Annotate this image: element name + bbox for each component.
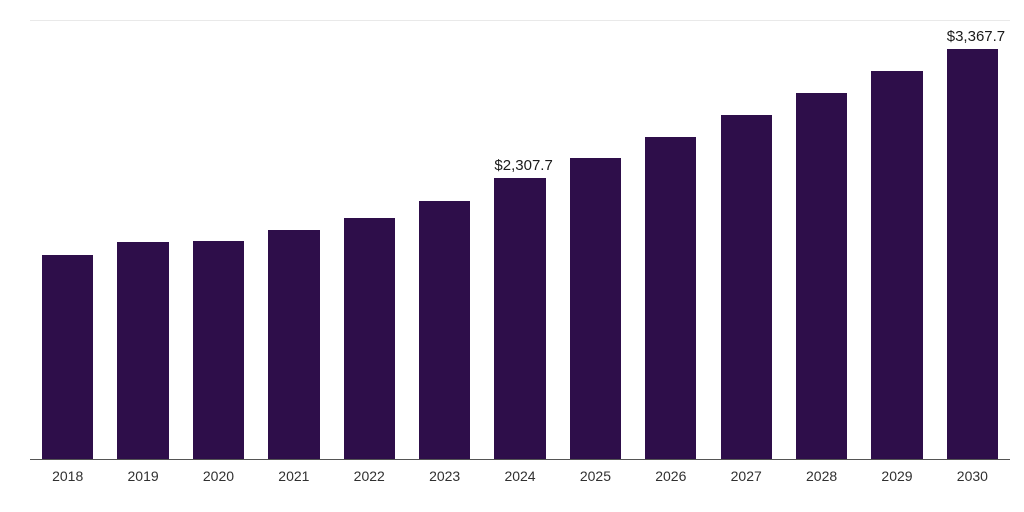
x-tick: 2019 <box>105 462 180 484</box>
plot-area: $2,307.7 $3,367.7 <box>30 20 1010 460</box>
bar: $3,367.7 <box>947 49 998 459</box>
bar-value-label: $3,367.7 <box>947 28 1005 49</box>
bar-slot <box>709 21 784 459</box>
bar-slot <box>256 21 331 459</box>
bar <box>721 115 772 459</box>
bar-slot: $2,307.7 <box>482 21 557 459</box>
bar-slot <box>332 21 407 459</box>
bar-slot <box>30 21 105 459</box>
bar <box>268 230 319 459</box>
bar <box>344 218 395 459</box>
bar <box>117 242 168 459</box>
x-axis: 2018201920202021202220232024202520262027… <box>30 462 1010 484</box>
bar <box>796 93 847 459</box>
x-tick: 2025 <box>558 462 633 484</box>
x-tick: 2020 <box>181 462 256 484</box>
bar-slot: $3,367.7 <box>935 21 1010 459</box>
bar-slot <box>407 21 482 459</box>
bar-slot <box>181 21 256 459</box>
bar <box>871 71 922 459</box>
bar <box>645 137 696 459</box>
x-tick: 2028 <box>784 462 859 484</box>
bar-slot <box>633 21 708 459</box>
bar-value-label: $2,307.7 <box>494 157 552 178</box>
x-tick: 2018 <box>30 462 105 484</box>
bar-slot <box>859 21 934 459</box>
x-tick: 2030 <box>935 462 1010 484</box>
x-tick: 2022 <box>332 462 407 484</box>
x-tick: 2027 <box>709 462 784 484</box>
bar <box>570 158 621 459</box>
bar: $2,307.7 <box>494 178 545 459</box>
bar-chart: $2,307.7$3,367.7 20182019202020212022202… <box>0 0 1024 512</box>
x-tick: 2023 <box>407 462 482 484</box>
bar <box>419 201 470 459</box>
bar-slot <box>558 21 633 459</box>
bar <box>193 241 244 459</box>
bar-slot <box>784 21 859 459</box>
x-tick: 2024 <box>482 462 557 484</box>
x-tick: 2029 <box>859 462 934 484</box>
bars-container: $2,307.7 $3,367.7 <box>30 21 1010 459</box>
x-tick: 2021 <box>256 462 331 484</box>
bar <box>42 255 93 459</box>
bar-slot <box>105 21 180 459</box>
x-tick: 2026 <box>633 462 708 484</box>
